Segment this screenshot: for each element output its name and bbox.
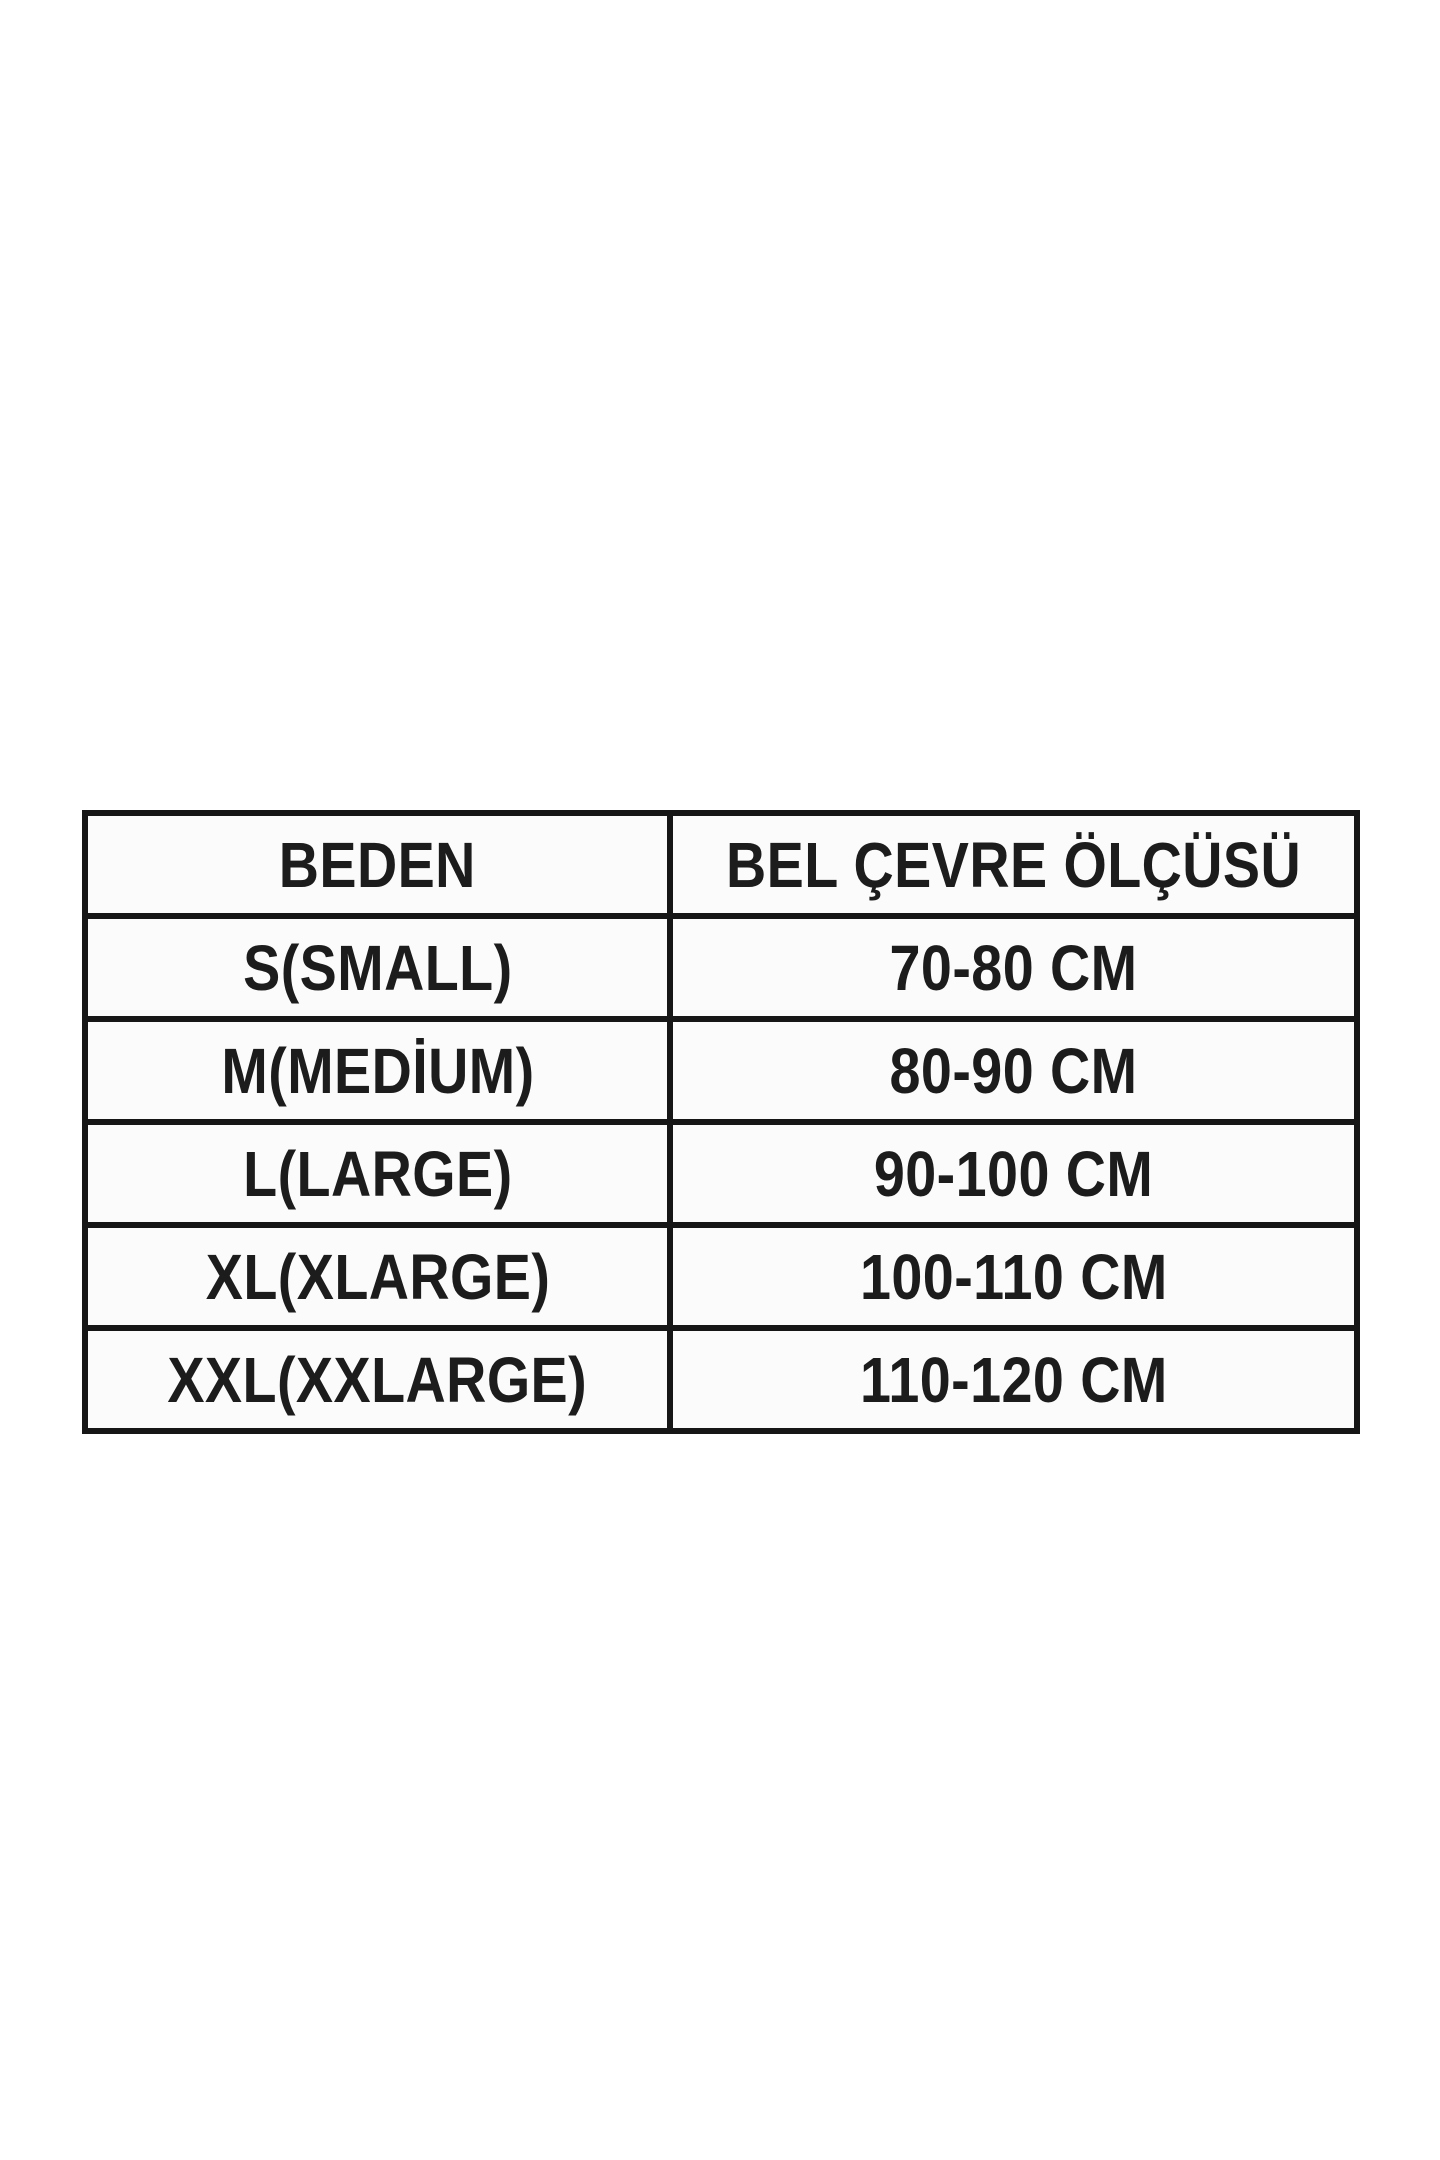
- size-value: L(LARGE): [242, 1137, 513, 1210]
- waist-column-header: BEL ÇEVRE ÖLÇÜSÜ: [667, 810, 1360, 919]
- size-value: S(SMALL): [242, 931, 513, 1004]
- size-value: XXL(XXLARGE): [167, 1343, 588, 1416]
- size-cell: L(LARGE): [81, 1119, 674, 1228]
- waist-cell: 110-120 CM: [667, 1325, 1360, 1434]
- waist-cell: 70-80 CM: [667, 913, 1360, 1022]
- table-row-medium: M(MEDİUM) 80-90 CM: [81, 1016, 1360, 1125]
- table-row-xxlarge: XXL(XXLARGE) 110-120 CM: [81, 1325, 1360, 1434]
- waist-value: 100-110 CM: [859, 1240, 1168, 1313]
- waist-column-header-label: BEL ÇEVRE ÖLÇÜSÜ: [725, 828, 1302, 901]
- table-row-large: L(LARGE) 90-100 CM: [81, 1119, 1360, 1228]
- size-value: XL(XLARGE): [205, 1240, 550, 1313]
- waist-value: 90-100 CM: [873, 1137, 1154, 1210]
- waist-cell: 80-90 CM: [667, 1016, 1360, 1125]
- table-row-small: S(SMALL) 70-80 CM: [81, 913, 1360, 1022]
- waist-cell: 90-100 CM: [667, 1119, 1360, 1228]
- waist-value: 80-90 CM: [889, 1034, 1138, 1107]
- table-row-xlarge: XL(XLARGE) 100-110 CM: [81, 1222, 1360, 1331]
- size-value: M(MEDİUM): [220, 1034, 535, 1107]
- size-column-header: BEDEN: [81, 810, 674, 919]
- size-column-header-label: BEDEN: [279, 828, 477, 901]
- size-cell: XL(XLARGE): [81, 1222, 674, 1331]
- size-chart-table: BEDEN BEL ÇEVRE ÖLÇÜSÜ S(SMALL) 70-80 CM…: [81, 810, 1360, 1434]
- waist-cell: 100-110 CM: [667, 1222, 1360, 1331]
- header-row: BEDEN BEL ÇEVRE ÖLÇÜSÜ: [81, 810, 1360, 919]
- waist-value: 110-120 CM: [859, 1343, 1168, 1416]
- waist-value: 70-80 CM: [889, 931, 1138, 1004]
- size-cell: XXL(XXLARGE): [81, 1325, 674, 1434]
- size-cell: M(MEDİUM): [81, 1016, 674, 1125]
- size-cell: S(SMALL): [81, 913, 674, 1022]
